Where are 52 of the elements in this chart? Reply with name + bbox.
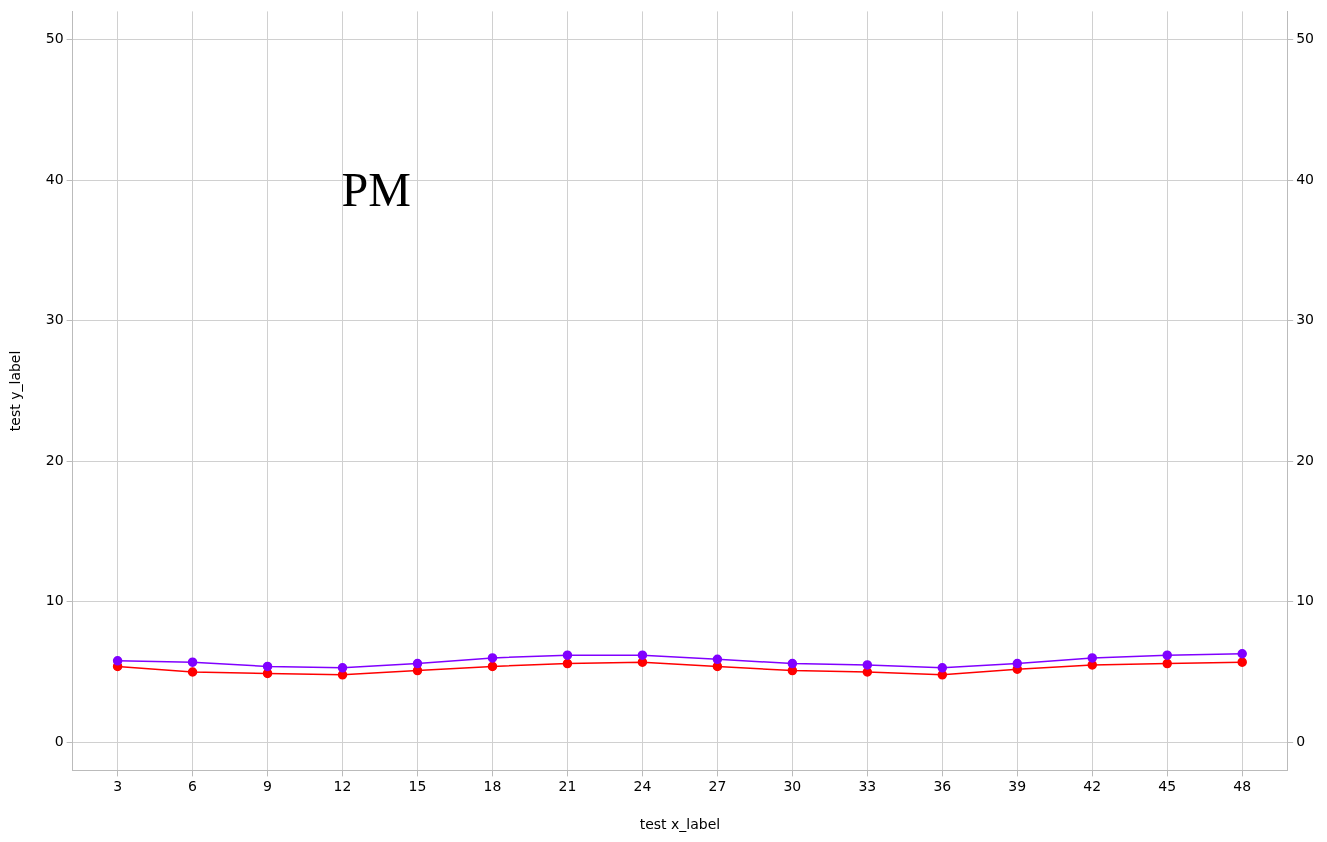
point (187, 667, 198, 677)
x-tick-label: 30 (783, 778, 802, 795)
y2-tick-label: 40 (1296, 170, 1315, 187)
x-tick-label: 24 (633, 778, 652, 795)
y2-tick-label: 50 (1296, 30, 1315, 47)
point (487, 661, 498, 672)
y2-tick-label: 0 (1296, 732, 1306, 749)
point (1087, 653, 1097, 663)
x-tick-label: 12 (333, 778, 352, 795)
x-tick-label: 3 (113, 778, 123, 795)
y2-tick-label: 10 (1296, 592, 1315, 609)
annotation: PM (341, 163, 411, 217)
point (562, 650, 573, 660)
x-axis-title: test x_label (639, 816, 721, 833)
x-tick-label: 6 (188, 778, 198, 795)
point (1237, 657, 1247, 667)
y-tick-label: 50 (45, 30, 64, 47)
x-tick-label: 9 (263, 778, 273, 795)
y2-tick-label: 30 (1296, 311, 1315, 328)
x-tick-label: 39 (1008, 778, 1027, 795)
point (487, 653, 498, 663)
y-tick-label: 30 (45, 311, 64, 328)
point (112, 656, 123, 666)
x-tick-label: 48 (1233, 778, 1252, 795)
x-tick-label: 36 (933, 778, 952, 795)
y-tick-label: 0 (54, 732, 64, 749)
point (1162, 658, 1172, 669)
point (787, 658, 798, 669)
x-tick-label: 15 (408, 778, 427, 795)
point (862, 660, 873, 670)
point (937, 663, 948, 673)
point (562, 658, 573, 669)
x-tick-label: 27 (708, 778, 727, 795)
y-tick-label: 40 (45, 170, 64, 187)
point (187, 657, 198, 667)
point (712, 654, 723, 665)
point (1012, 658, 1023, 669)
y-axis-title: test y_label (7, 350, 24, 432)
x-tick-label: 42 (1083, 778, 1102, 795)
x-tick-label: 45 (1158, 778, 1177, 795)
point (637, 650, 648, 660)
point (1237, 648, 1247, 659)
x-tick-label: 33 (858, 778, 877, 795)
y-tick-label: 10 (45, 592, 64, 609)
point (1162, 650, 1172, 660)
y2-tick-label: 20 (1296, 451, 1315, 468)
point (262, 661, 273, 672)
x-tick-label: 18 (483, 778, 502, 795)
point (412, 658, 423, 669)
y-tick-label: 20 (45, 451, 64, 468)
point (337, 663, 348, 673)
x-tick-label: 21 (558, 778, 577, 795)
